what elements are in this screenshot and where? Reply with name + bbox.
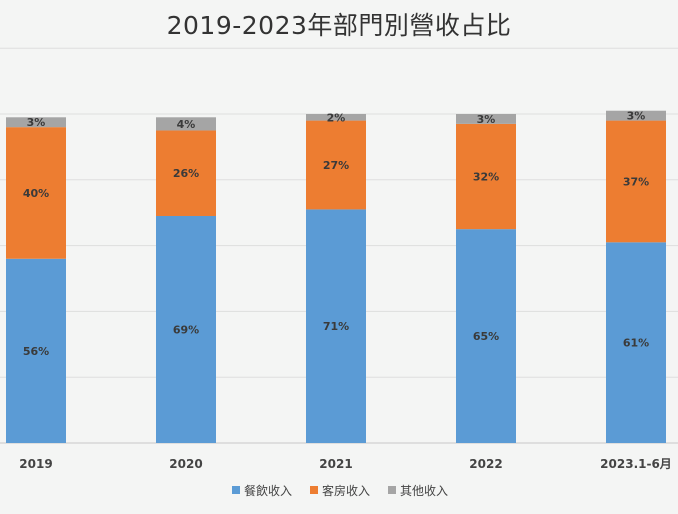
x-axis: 2019 2020 2021 2022 2023.1-6月 (19, 457, 672, 471)
legend-swatch (310, 486, 318, 494)
x-tick-label: 2020 (169, 457, 202, 471)
data-label: 65% (473, 330, 499, 343)
data-label: 27% (323, 159, 349, 172)
bar-segment (606, 242, 666, 443)
bars (6, 110, 666, 443)
data-label: 2% (327, 111, 346, 124)
bar-segment (6, 258, 66, 443)
data-label: 71% (323, 320, 349, 333)
bar-segment (156, 215, 216, 443)
data-label: 3% (627, 110, 646, 123)
bar-segment (6, 127, 66, 259)
legend-swatch (232, 486, 240, 494)
bar-segment (456, 123, 516, 230)
x-tick-label: 2021 (319, 457, 352, 471)
data-label: 56% (23, 345, 49, 358)
data-label: 3% (27, 116, 46, 129)
bar-segment (606, 120, 666, 243)
bar-segment (606, 110, 666, 121)
data-label: 4% (177, 118, 196, 131)
bar-segment (156, 117, 216, 131)
legend-label: 其他收入 (400, 484, 448, 498)
bar-segment (156, 130, 216, 216)
x-tick-label: 2019 (19, 457, 52, 471)
data-label: 69% (173, 323, 199, 336)
data-label: 3% (477, 113, 496, 126)
legend-swatch (388, 486, 396, 494)
data-label: 61% (623, 337, 649, 350)
bar-segment (306, 114, 366, 121)
bar-segment (456, 114, 516, 124)
legend-label: 餐飲收入 (244, 483, 292, 498)
data-label: 32% (473, 171, 499, 184)
bar-segment (6, 117, 66, 128)
data-labels: 56% 40% 3% 69% 26% 4% 71% 27% 2% 65% 32% 3% 61% 37% 3% (23, 110, 649, 358)
bar-segment (306, 209, 366, 443)
data-label: 40% (23, 187, 49, 200)
bar-segment (306, 120, 366, 210)
legend-label: 客房收入 (322, 483, 370, 498)
chart-title: 2019-2023年部門別營收占比 (166, 11, 512, 40)
data-label: 37% (623, 175, 649, 188)
x-tick-label: 2023.1-6月 (600, 457, 672, 471)
legend: 餐飲收入 客房收入 其他收入 (232, 483, 448, 498)
x-tick-label: 2022 (469, 457, 502, 471)
data-label: 26% (173, 167, 199, 180)
bar-segment (456, 229, 516, 443)
